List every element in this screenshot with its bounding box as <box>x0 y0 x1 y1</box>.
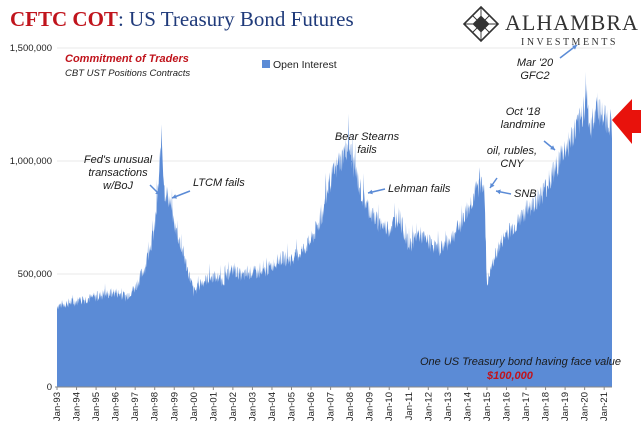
x-tick-label: Jan-12 <box>423 392 434 421</box>
face-value-amount: $100,000 <box>486 370 534 382</box>
chart-subtitle-2: CBT UST Positions Contracts <box>65 68 190 79</box>
x-tick-label: Jan-95 <box>91 392 102 421</box>
x-tick-label: Jan-04 <box>267 392 278 421</box>
x-tick-label: Jan-16 <box>501 392 512 421</box>
chart-subtitle: Commitment of Traders <box>65 53 189 65</box>
annotation-fed-boj: transactions <box>88 167 148 179</box>
legend: Open Interest <box>262 59 337 71</box>
x-tick-label: Jan-08 <box>345 392 356 421</box>
x-tick-label: Jan-20 <box>580 392 591 421</box>
annotation-arrowhead-ltcm <box>172 194 177 199</box>
y-tick-label: 0 <box>47 382 52 393</box>
annotation-bear-stearns: Bear Stearns <box>335 131 400 143</box>
x-tick-label: Jan-97 <box>130 392 141 421</box>
annotation-arrowhead-lehman <box>368 189 373 195</box>
x-tick-label: Jan-14 <box>462 392 473 421</box>
annotation-ltcm: LTCM fails <box>193 177 245 189</box>
diamond-lattice-icon <box>462 5 500 43</box>
face-value-note: One US Treasury bond having face value <box>420 356 621 368</box>
x-tick-label: Jan-03 <box>247 392 258 421</box>
x-tick-label: Jan-10 <box>384 392 395 421</box>
x-tick-label: Jan-13 <box>443 392 454 421</box>
x-tick-label: Jan-06 <box>306 392 317 421</box>
annotation-oct18: landmine <box>501 119 546 131</box>
legend-swatch <box>262 60 270 68</box>
y-tick-label: 1,500,000 <box>10 43 52 54</box>
x-tick-label: Jan-02 <box>228 392 239 421</box>
logo: ALHAMBRA INVESTMENTS <box>462 5 639 48</box>
annotation-mar20: GFC2 <box>520 70 549 82</box>
annotation-snb: SNB <box>514 188 537 200</box>
x-tick-label: Jan-98 <box>150 392 161 421</box>
annotation-oct18: Oct '18 <box>506 106 541 118</box>
x-tick-label: Jan-93 <box>52 392 63 421</box>
x-tick-label: Jan-00 <box>189 392 200 421</box>
chart-title-rest: : US Treasury Bond Futures <box>118 7 354 31</box>
open-interest-area <box>57 71 612 388</box>
annotation-lehman: Lehman fails <box>388 183 451 195</box>
x-tick-label: Jan-11 <box>404 392 415 420</box>
x-tick-label: Jan-15 <box>482 392 493 421</box>
x-tick-label: Jan-96 <box>111 392 122 421</box>
annotation-arrowhead-oil-rubles <box>490 183 495 188</box>
x-tick-label: Jan-94 <box>72 392 83 421</box>
annotation-fed-boj: w/BoJ <box>103 180 133 192</box>
annotation-arrowhead-bear-stearns <box>342 166 347 171</box>
x-tick-label: Jan-01 <box>208 392 219 421</box>
x-axis: Jan-93 Jan-94 Jan-95 Jan-96 Jan-97 Jan-98 Jan-… <box>52 387 610 421</box>
annotation-arrowhead-fed-boj <box>155 190 160 195</box>
chart-title-highlight: CFTC COT <box>10 7 118 31</box>
annotation-oil-rubles: CNY <box>500 158 524 170</box>
x-tick-label: Jan-18 <box>541 392 552 421</box>
chart-title: CFTC COT: US Treasury Bond Futures <box>10 7 354 31</box>
x-tick-label: Jan-99 <box>169 392 180 421</box>
x-tick-label: Jan-17 <box>521 392 532 421</box>
legend-open-interest: Open Interest <box>273 59 337 71</box>
annotation-arrowhead-oct18 <box>550 145 555 150</box>
x-tick-label: Jan-09 <box>365 392 376 421</box>
annotation-fed-boj: Fed's unusual <box>84 154 153 166</box>
x-tick-label: Jan-05 <box>287 392 298 421</box>
logo-sub: INVESTMENTS <box>521 37 618 48</box>
annotation-oil-rubles: oil, rubles, <box>487 145 537 157</box>
logo-name: ALHAMBRA <box>505 10 639 35</box>
x-tick-label: Jan-21 <box>599 392 610 421</box>
red-arrow-icon <box>612 99 641 144</box>
annotation-mar20: Mar '20 <box>517 57 554 69</box>
annotation-arrowhead-snb <box>496 189 501 195</box>
x-tick-label: Jan-19 <box>560 392 571 421</box>
annotation-bear-stearns: fails <box>357 144 377 156</box>
y-tick-label: 500,000 <box>18 269 52 280</box>
x-tick-label: Jan-07 <box>326 392 337 421</box>
y-tick-label: 1,000,000 <box>10 156 52 167</box>
annotation-arrowhead-mar20 <box>572 45 577 50</box>
